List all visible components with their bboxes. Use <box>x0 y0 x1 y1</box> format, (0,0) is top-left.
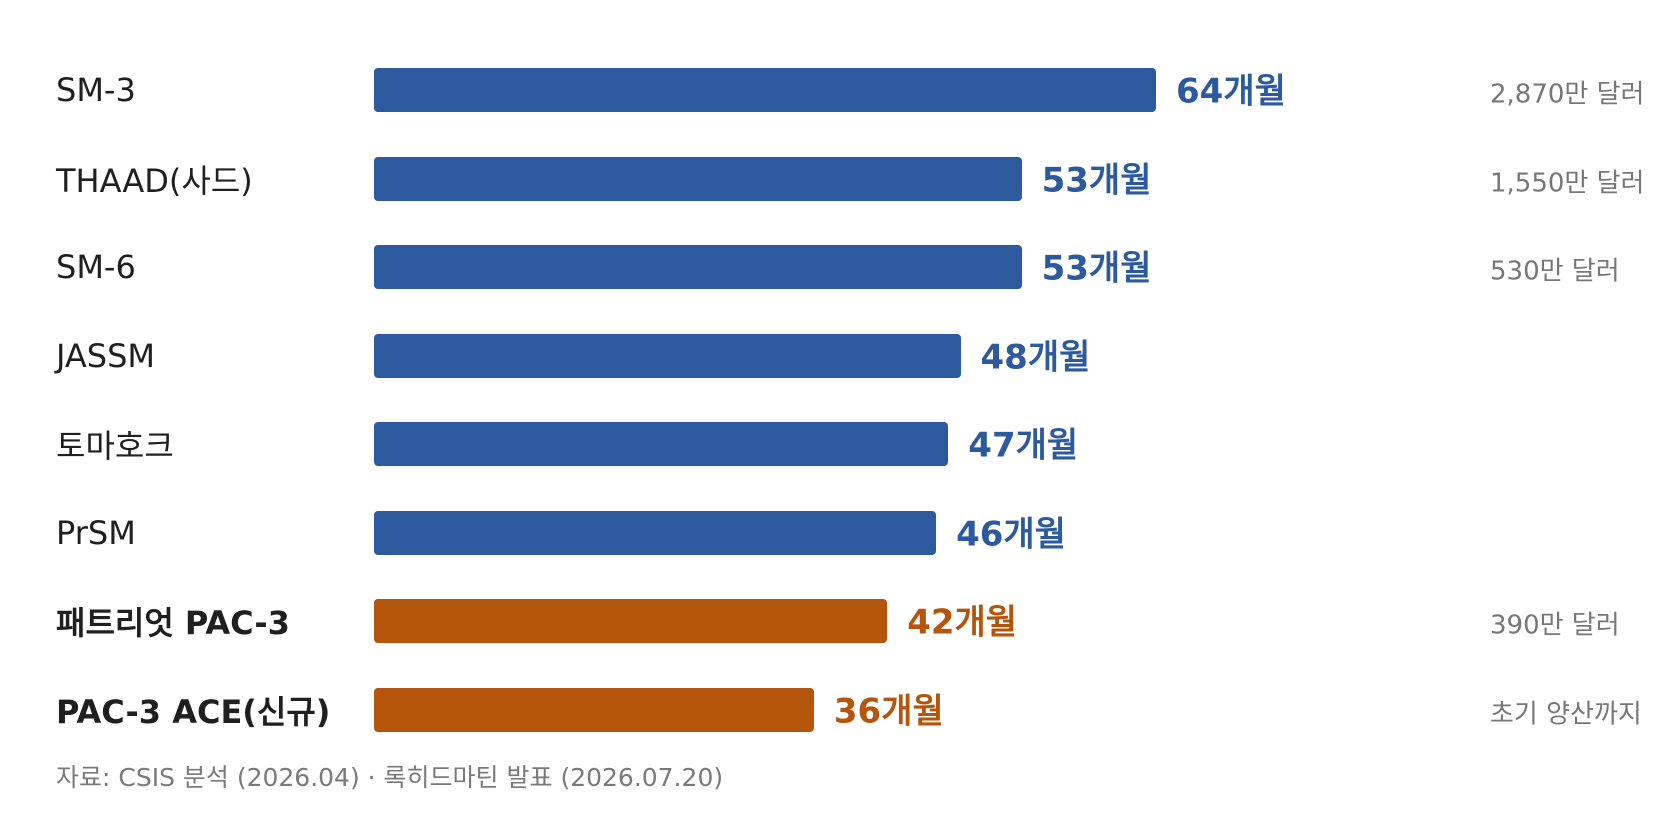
cost-label: 530만 달러 <box>1490 256 1620 287</box>
bar-value-label: 48개월 <box>980 337 1091 377</box>
bar-value-label: 46개월 <box>956 514 1066 554</box>
bar <box>374 687 814 732</box>
category-label: PrSM <box>56 513 136 552</box>
bar <box>374 68 1156 112</box>
bar-value-label: 42개월 <box>907 602 1018 643</box>
bar <box>374 422 949 466</box>
bar-value-label: 53개월 <box>1041 160 1152 200</box>
bar <box>374 245 1022 289</box>
bar <box>374 333 961 378</box>
cost-label: 390만 달러 <box>1490 610 1620 641</box>
category-label: SM-6 <box>56 248 136 286</box>
bar <box>374 156 1022 201</box>
cost-label: 2,870만 달러 <box>1490 79 1645 110</box>
bar <box>374 599 888 643</box>
bar-value-label: 53개월 <box>1041 248 1152 289</box>
bar-value-label: 36개월 <box>833 691 944 731</box>
cost-label: 1,550만 달러 <box>1490 168 1645 198</box>
bar-value-label: 47개월 <box>968 425 1079 466</box>
category-label: PAC-3 ACE(신규) <box>56 692 331 731</box>
source-note: 자료: CSIS 분석 (2026.04) · 록히드마틴 발표 (2026.0… <box>56 763 724 792</box>
category-label: 패트리엇 PAC-3 <box>56 604 290 642</box>
category-label: JASSM <box>56 336 155 375</box>
cost-label: 초기 양산까지 <box>1490 699 1642 729</box>
category-label: THAAD(사드) <box>56 161 253 200</box>
bar <box>374 510 937 555</box>
category-label: SM-3 <box>56 71 136 109</box>
category-label: 토마호크 <box>56 427 174 465</box>
bar-value-label: 64개월 <box>1176 71 1286 112</box>
